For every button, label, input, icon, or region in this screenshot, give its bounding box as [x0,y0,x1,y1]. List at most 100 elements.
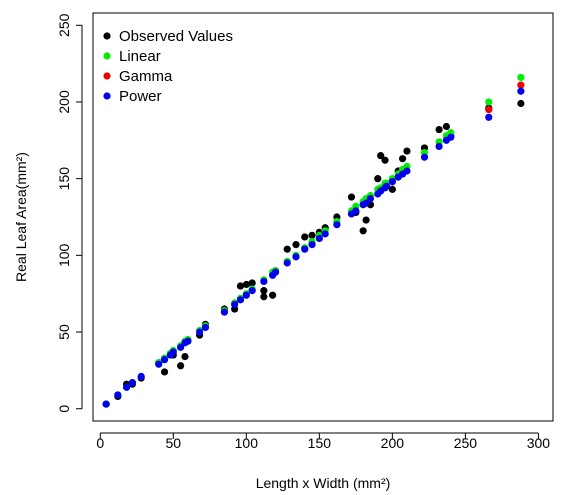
data-point [283,259,291,267]
data-point [485,98,493,106]
legend-item: Power [103,88,162,105]
x-tick-label: 300 [527,435,551,451]
data-point [236,296,245,304]
data-point [321,230,329,238]
data-point [435,125,443,134]
data-point [308,241,316,249]
data-point [160,356,169,364]
data-point [181,352,189,361]
data-point [184,337,192,345]
data-point [377,152,385,160]
data-point [403,147,411,155]
data-point [517,87,525,95]
data-point [301,233,309,241]
legend-label: Linear [119,48,161,65]
x-tick-label: 200 [381,435,405,451]
x-tick-label: 0 [96,435,104,451]
data-point [137,372,145,381]
data-point [292,253,300,261]
y-axis: 0 50 100 150 200 250 [56,13,83,413]
data-point [292,241,300,249]
data-point [271,268,280,276]
data-point [388,178,396,186]
y-tick-label: 0 [56,405,72,413]
series-power [102,87,525,408]
data-point [220,308,229,316]
series-gamma [485,81,525,114]
data-point [517,81,525,89]
legend-marker [103,32,111,40]
data-point [260,277,268,286]
data-point [442,122,450,131]
data-point [382,182,391,190]
y-tick-label: 100 [56,243,72,267]
legend-label: Observed Values [119,28,233,45]
y-tick-label: 200 [56,90,72,114]
data-point [388,185,396,193]
legend-marker [103,52,111,60]
y-axis-title: Real Leaf Area(mm²) [13,152,29,282]
legend-item: Observed Values [103,28,233,45]
data-point [381,156,389,164]
data-point [447,133,455,141]
data-point [398,155,407,163]
legend-marker [103,72,111,80]
data-point [231,300,239,309]
data-point [362,216,370,224]
data-point [435,142,443,151]
data-point [201,323,210,332]
data-point [315,234,323,243]
data-point [517,99,525,108]
data-points [102,73,525,408]
data-point [236,282,245,290]
data-point [374,175,382,183]
data-point [196,328,204,336]
x-axis: 0 50 100 150 200 250 300 [96,432,551,451]
data-point [122,383,131,391]
data-point [333,221,341,229]
data-point [155,360,163,368]
data-point [420,153,429,161]
data-point [102,400,110,408]
data-point [248,287,256,295]
legend: Observed Values Linear Gamma Power [103,28,233,105]
data-point [517,73,525,82]
plot-frame [92,12,554,422]
legend-item: Gamma [103,68,173,85]
data-point [269,291,277,299]
data-point [308,231,316,240]
data-point [485,113,493,121]
data-point [366,194,375,203]
x-tick-label: 100 [235,435,259,451]
y-tick-label: 50 [56,324,72,340]
data-point [301,245,309,253]
x-axis-title: Length x Width (mm²) [256,475,391,491]
data-point [260,293,268,301]
legend-item: Linear [103,48,161,65]
data-point [160,368,169,376]
x-tick-label: 250 [454,435,478,451]
data-point [260,287,268,295]
data-point [359,227,367,235]
data-point [248,279,256,287]
data-point [403,167,411,175]
data-point [242,280,250,289]
data-point [485,106,493,114]
legend-label: Gamma [119,68,173,85]
data-point [362,199,370,207]
data-point [242,291,250,299]
y-tick-label: 150 [56,167,72,191]
data-point [352,207,360,215]
data-point [128,379,137,387]
legend-marker [103,92,111,100]
data-point [177,362,185,370]
y-tick-label: 250 [56,13,72,37]
data-point [177,343,185,351]
data-point [283,245,291,253]
x-tick-label: 50 [166,435,182,451]
data-point [347,193,356,201]
legend-label: Power [119,88,162,105]
data-point [169,348,177,356]
x-tick-label: 150 [308,435,332,451]
